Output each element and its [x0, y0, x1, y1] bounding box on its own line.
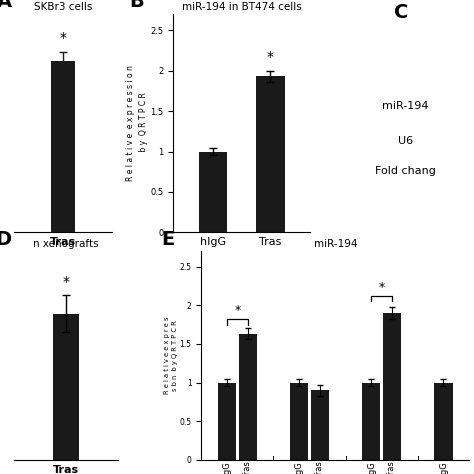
Bar — [218, 383, 236, 460]
Text: *: * — [379, 281, 385, 294]
Bar — [383, 313, 401, 460]
Text: B: B — [129, 0, 144, 11]
Text: D: D — [0, 230, 12, 249]
Text: *: * — [234, 304, 240, 317]
Text: *: * — [267, 50, 274, 64]
Title: miR-194 in BT474 cells: miR-194 in BT474 cells — [182, 2, 301, 12]
Text: E: E — [161, 230, 174, 249]
Bar — [199, 152, 228, 232]
Bar — [53, 314, 79, 460]
Bar — [51, 61, 75, 232]
Bar — [256, 76, 284, 232]
Bar — [290, 383, 308, 460]
Y-axis label: R e l a t i v e e x p r e s
s b n  b y Q R T P C R: R e l a t i v e e x p r e s s b n b y Q … — [164, 317, 178, 394]
Y-axis label: R e l a t i v e  e x p r e s s i o n
 b y  Q R T P C R: R e l a t i v e e x p r e s s i o n b y … — [126, 65, 147, 181]
Bar — [239, 334, 257, 460]
Title: SKBr3 cells: SKBr3 cells — [34, 2, 92, 12]
Text: A: A — [0, 0, 12, 11]
Title: n xenografts: n xenografts — [33, 239, 99, 249]
Text: *: * — [63, 275, 70, 289]
Text: C: C — [393, 3, 408, 22]
Text: miR-194: miR-194 — [383, 101, 429, 111]
Text: U6: U6 — [398, 136, 413, 146]
Title: miR-194: miR-194 — [313, 239, 357, 249]
Bar — [435, 383, 453, 460]
Text: *: * — [60, 31, 67, 46]
Bar — [362, 383, 380, 460]
Bar — [311, 390, 329, 460]
Text: Fold chang: Fold chang — [375, 166, 436, 176]
